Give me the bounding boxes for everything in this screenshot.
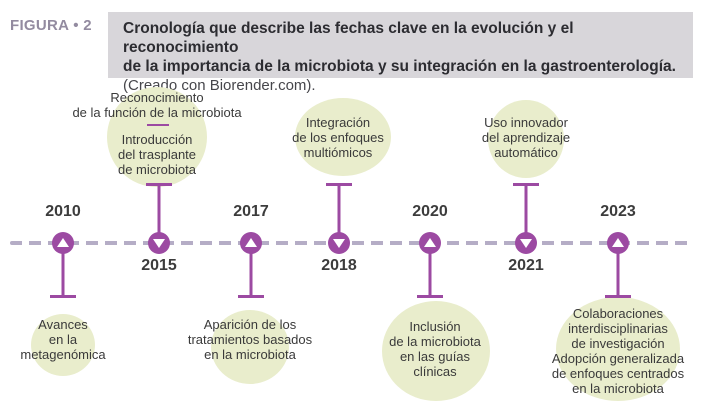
- event-label-line: del trasplante: [117, 147, 197, 162]
- event-label-line: Avances: [38, 317, 88, 332]
- event-label-line: multiómicos: [303, 145, 373, 160]
- event-label-2021: Uso innovador del aprendizaje automático: [482, 115, 570, 160]
- event-label-line: Colaboraciones: [572, 306, 664, 321]
- arrow-up-icon: [612, 238, 624, 247]
- event-label-line: tratamientos basados: [187, 332, 313, 347]
- stem-cap-2023: [605, 295, 631, 298]
- event-label-line: de los enfoques: [292, 130, 384, 145]
- year-label-2017: 2017: [233, 203, 269, 220]
- highlight-circle-2017: [211, 310, 289, 384]
- event-secondary-label-2015: Reconocimiento de la función de la micro…: [72, 90, 241, 120]
- event-label-line: interdisciplinarias: [568, 321, 668, 336]
- timeline-marker-2010: [52, 232, 74, 254]
- event-label-2023: Colaboraciones interdisciplinarias de in…: [552, 306, 684, 396]
- figure-caption: Cronología que describe las fechas clave…: [108, 12, 693, 94]
- year-label-2023: 2023: [600, 203, 636, 220]
- timeline-marker-2021: [515, 232, 537, 254]
- stem-2010: [61, 252, 65, 296]
- timeline-marker-2018: [328, 232, 350, 254]
- event-label-line: automático: [494, 145, 558, 160]
- highlight-circle-2015: [107, 87, 207, 187]
- event-label-line: en la microbiota: [204, 347, 296, 362]
- year-label-2020: 2020: [412, 203, 448, 220]
- stem-cap-2010: [50, 295, 76, 298]
- stem-2017: [249, 252, 253, 296]
- highlight-circle-2021: [488, 100, 564, 178]
- arrow-up-icon: [57, 238, 69, 247]
- event-label-line: Uso innovador: [484, 115, 568, 130]
- event-label-line: Aparición de los: [203, 317, 297, 332]
- event-label-2020: Inclusión de la microbiota en las guías …: [389, 319, 481, 379]
- arrow-down-icon: [520, 239, 532, 248]
- stem-2018: [337, 185, 341, 233]
- event-label-line: de la función de la microbiota: [72, 105, 242, 120]
- event-label-line: Reconocimiento: [110, 90, 204, 105]
- event-label-2018: Integración de los enfoques multiómicos: [292, 115, 384, 160]
- caption-title-line-1: Cronología que describe las fechas clave…: [123, 20, 574, 56]
- stem-2015: [157, 185, 161, 233]
- event-label-line: en las guías: [399, 349, 471, 364]
- highlight-circle-2020: [382, 301, 490, 401]
- stem-2021: [524, 185, 528, 233]
- event-label-line: de enfoques centrados: [551, 366, 685, 381]
- event-label-line: Integración: [305, 115, 371, 130]
- stem-cap-2015: [146, 183, 172, 186]
- stem-2023: [616, 252, 620, 296]
- event-label-line: de microbiota: [117, 162, 197, 177]
- stem-cap-2020: [417, 295, 443, 298]
- highlight-circle-2023: [556, 297, 680, 401]
- event-label-2010: Avances en la metagenómica: [20, 317, 105, 362]
- timeline-marker-2017: [240, 232, 262, 254]
- stem-cap-2018: [326, 183, 352, 186]
- label-divider-2015: [147, 124, 169, 126]
- event-label-line: en la microbiota: [572, 381, 664, 396]
- event-label-line: de investigación: [571, 336, 665, 351]
- year-label-2010: 2010: [45, 203, 81, 220]
- arrow-down-icon: [333, 239, 345, 248]
- event-label-line: del aprendizaje: [481, 130, 571, 145]
- timeline-marker-2020: [419, 232, 441, 254]
- caption-title-line-2: de la importancia de la microbiota y su …: [123, 58, 676, 75]
- event-label-2017: Aparición de los tratamientos basados en…: [188, 317, 312, 362]
- event-label-line: clínicas: [413, 364, 457, 379]
- event-label-line: de la microbiota: [389, 334, 481, 349]
- event-label-line: metagenómica: [20, 347, 106, 362]
- year-label-2021: 2021: [508, 257, 544, 274]
- event-label-line: Inclusión: [409, 319, 461, 334]
- stem-cap-2017: [238, 295, 264, 298]
- arrow-up-icon: [424, 238, 436, 247]
- highlight-circle-2018: [295, 98, 391, 176]
- event-label-line: Introducción: [121, 132, 193, 147]
- timeline-axis-dashed-line: [10, 241, 690, 245]
- event-label-line: Adopción generalizada: [551, 351, 685, 366]
- highlight-circle-2010: [31, 314, 95, 376]
- timeline-marker-2023: [607, 232, 629, 254]
- event-label-2015: Introducción del trasplante de microbiot…: [118, 132, 196, 177]
- figure-label: FIGURA • 2: [10, 17, 92, 34]
- timeline-marker-2015: [148, 232, 170, 254]
- stem-cap-2021: [513, 183, 539, 186]
- event-label-line: en la: [48, 332, 78, 347]
- year-label-2015: 2015: [141, 257, 177, 274]
- year-label-2018: 2018: [321, 257, 357, 274]
- arrow-down-icon: [153, 239, 165, 248]
- stem-2020: [428, 252, 432, 296]
- arrow-up-icon: [245, 238, 257, 247]
